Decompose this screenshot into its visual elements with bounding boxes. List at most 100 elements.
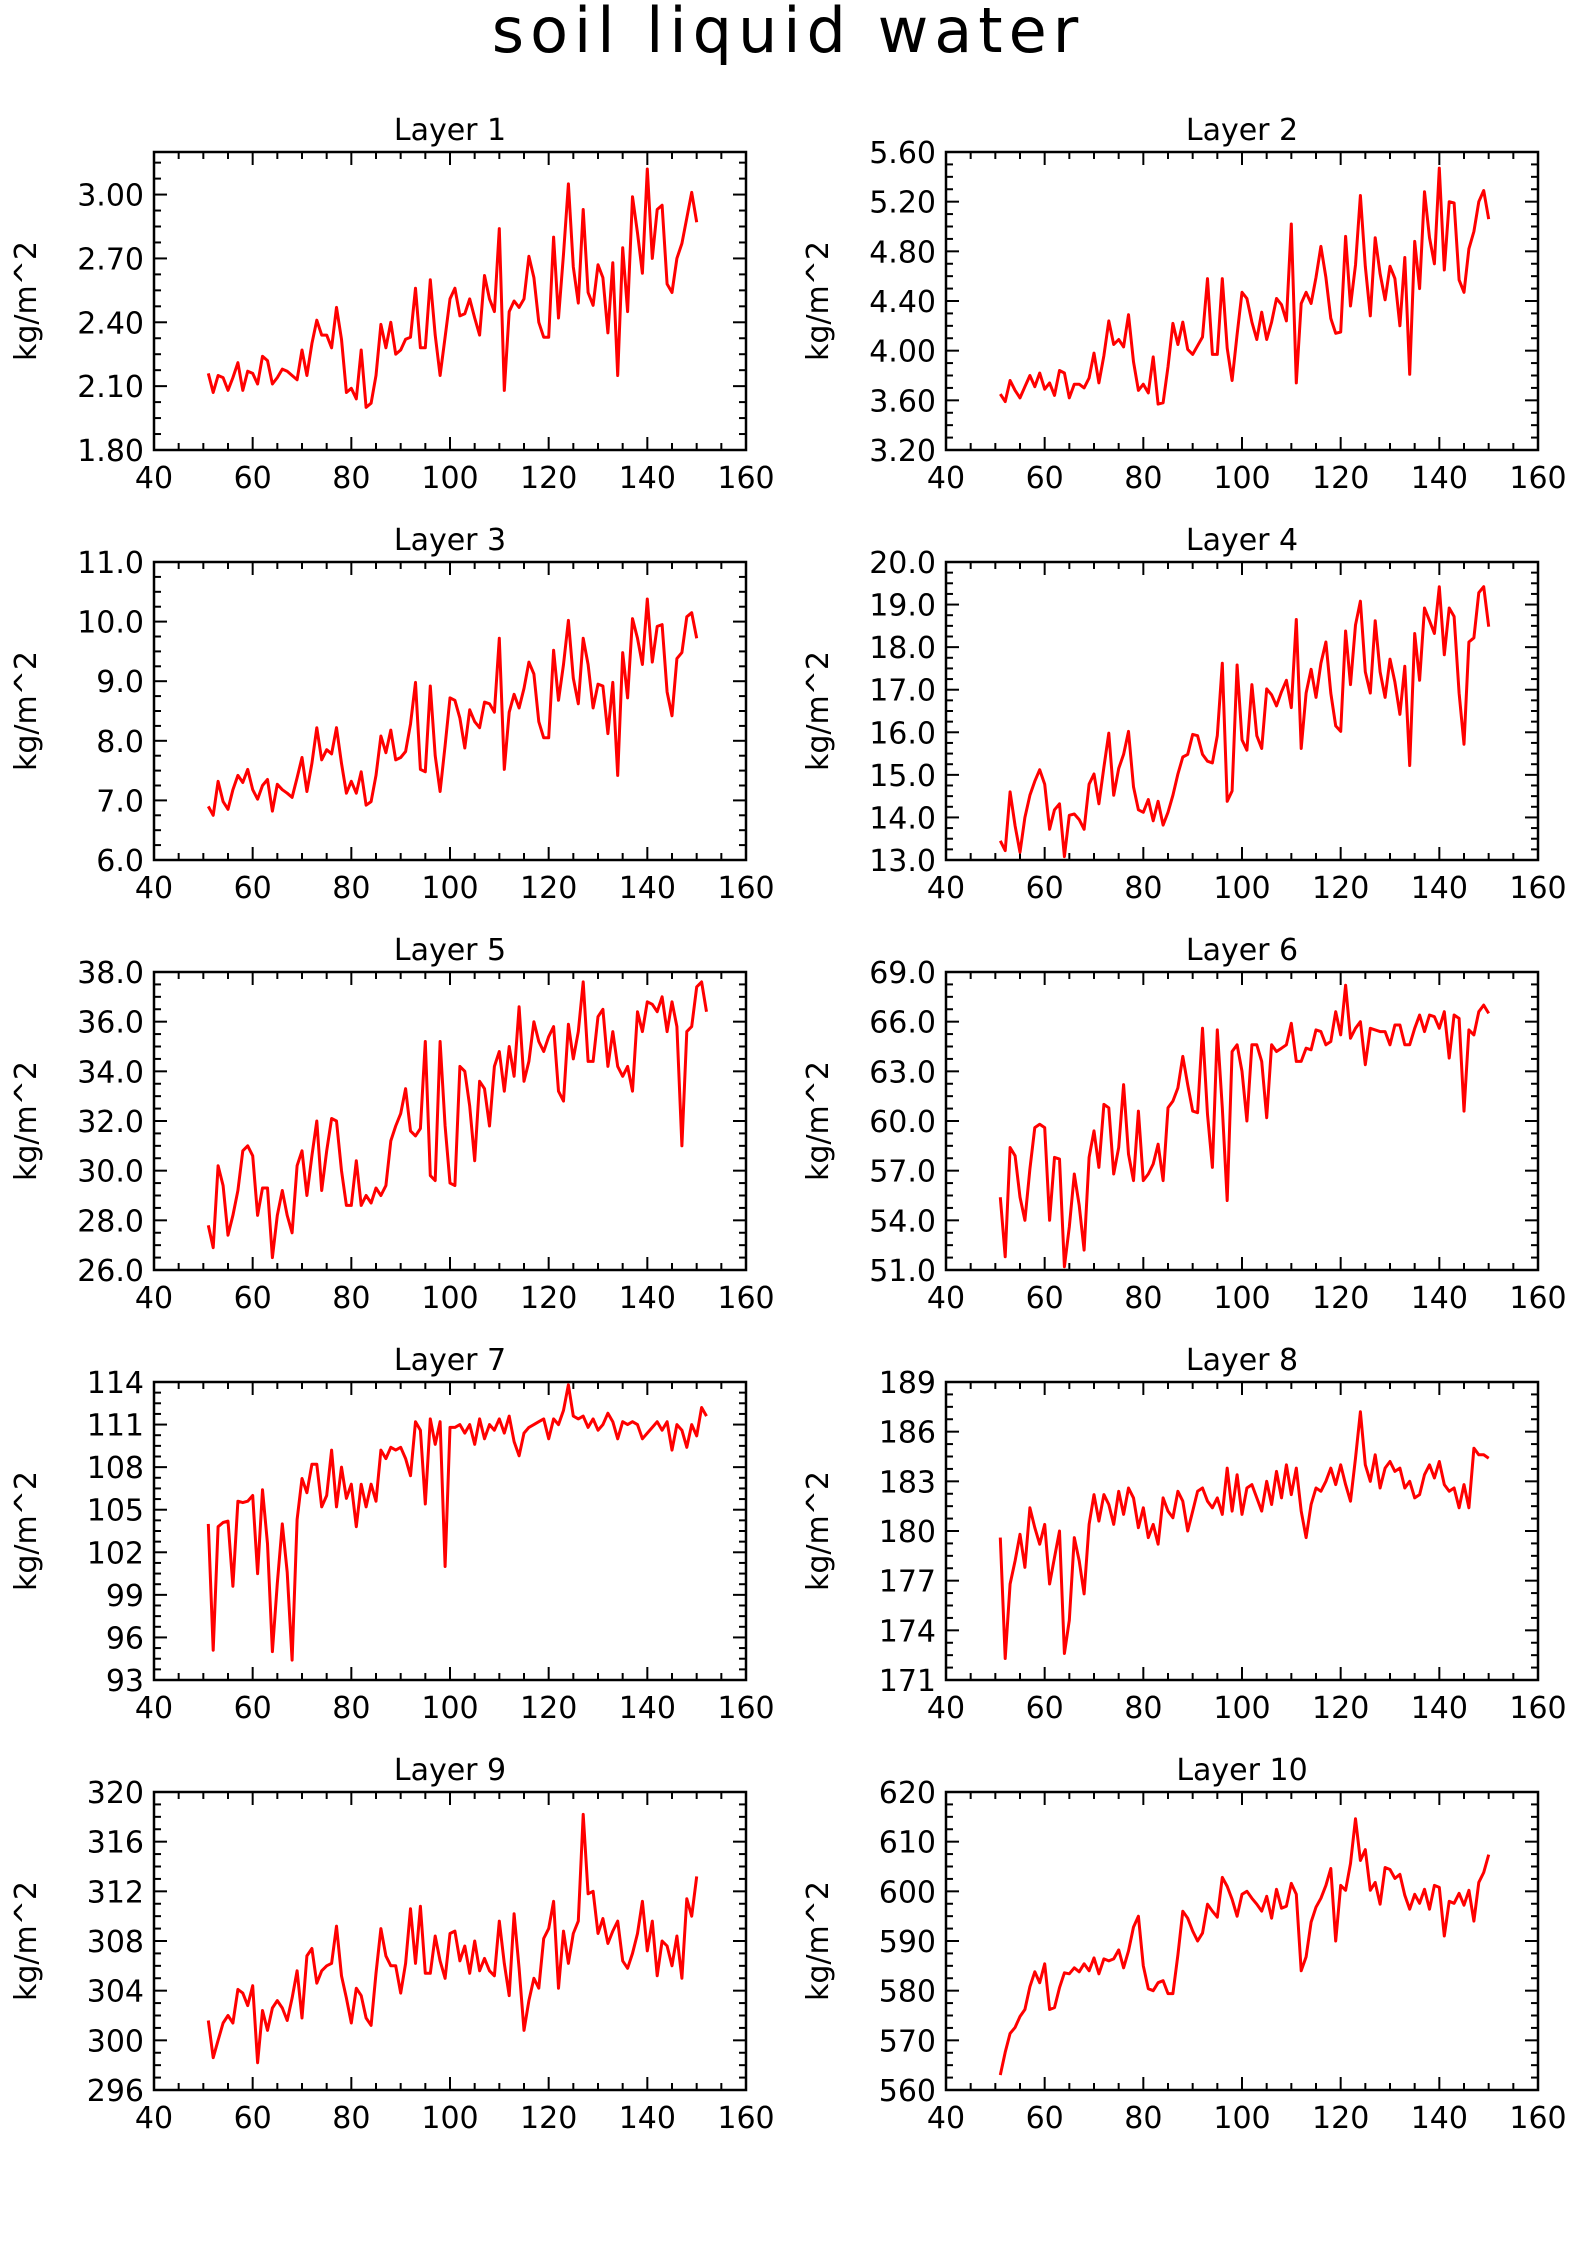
y-tick-label: 590	[879, 1925, 936, 1960]
x-tick-label: 140	[1411, 1281, 1468, 1316]
x-tick-label: 160	[1509, 461, 1566, 496]
y-tick-label: 3.00	[77, 179, 144, 214]
x-tick-label: 140	[1411, 461, 1468, 496]
y-tick-label: 108	[87, 1451, 144, 1486]
panel-layer-1: Layer 1 kg/m^2 40 60 80 100 120 140 160 1.80 2.10 2…	[9, 113, 775, 496]
plot-frame	[944, 970, 1540, 1272]
y-tick-label: 580	[879, 1975, 936, 2010]
y-tick-label: 96	[106, 1621, 144, 1656]
x-tick-label: 40	[135, 2101, 173, 2136]
y-tick-label: 28.0	[77, 1204, 144, 1239]
y-tick-label: 8.0	[96, 725, 144, 760]
x-tick-label: 140	[619, 1281, 676, 1316]
y-tick-label: 36.0	[77, 1006, 144, 1041]
x-tick-label: 120	[520, 2101, 577, 2136]
series-line	[206, 1812, 699, 2065]
panel-layer-7: Layer 7 kg/m^2 40 60 80 100 120 140 160 93 96 99 102…	[9, 1343, 775, 1726]
x-tick-label: 100	[421, 1691, 478, 1726]
y-tick-label: 304	[87, 1975, 144, 2010]
x-tick-label: 80	[1124, 1691, 1162, 1726]
y-tick-label: 51.0	[869, 1254, 936, 1289]
x-tick-label: 80	[1124, 461, 1162, 496]
y-tick-label: 177	[879, 1565, 936, 1600]
x-tick-label: 100	[1213, 461, 1270, 496]
panel-layer-10: Layer 10 kg/m^2 40 60 80 100 120 140 160 560 570 58…	[801, 1753, 1567, 2136]
y-tick-label: 20.0	[869, 546, 936, 581]
y-axis-label: kg/m^2	[9, 1061, 44, 1181]
x-tick-label: 160	[717, 1691, 774, 1726]
y-tick-label: 5.60	[869, 136, 936, 171]
x-tick-label: 60	[234, 1691, 272, 1726]
series-line	[206, 167, 699, 409]
y-axis-label: kg/m^2	[9, 651, 44, 771]
y-tick-label: 6.0	[96, 844, 144, 879]
x-tick-label: 40	[135, 1691, 173, 1726]
x-tick-label: 60	[1026, 2101, 1064, 2136]
x-tick-label: 120	[520, 871, 577, 906]
x-tick-label: 60	[1026, 1691, 1064, 1726]
panel-layer-6: Layer 6 kg/m^2 40 60 80 100 120 140 160 51.0 54.0 5…	[801, 933, 1567, 1316]
y-tick-label: 4.80	[869, 235, 936, 270]
x-tick-label: 100	[1213, 1281, 1270, 1316]
y-axis-label: kg/m^2	[801, 1471, 836, 1591]
x-tick-label: 80	[332, 1691, 370, 1726]
y-tick-label: 99	[106, 1579, 144, 1614]
x-tick-label: 60	[1026, 1281, 1064, 1316]
y-tick-label: 18.0	[869, 631, 936, 666]
panel-layer-5: Layer 5 kg/m^2 40 60 80 100 120 140 160 26.0 28.0 3…	[9, 933, 775, 1316]
y-tick-label: 620	[879, 1776, 936, 1811]
x-tick-label: 60	[234, 461, 272, 496]
y-tick-label: 105	[87, 1494, 144, 1529]
y-axis-label: kg/m^2	[9, 1881, 44, 2001]
series-line	[998, 585, 1491, 859]
panel-title: Layer 7	[394, 1343, 506, 1378]
y-tick-label: 3.60	[869, 384, 936, 419]
x-tick-label: 60	[234, 2101, 272, 2136]
x-tick-label: 40	[135, 1281, 173, 1316]
y-tick-label: 308	[87, 1925, 144, 1960]
y-tick-label: 16.0	[869, 716, 936, 751]
panel-title: Layer 3	[394, 523, 506, 558]
plot-frame	[944, 1790, 1540, 2092]
panel-layer-8: Layer 8 kg/m^2 40 60 80 100 120 140 160 171 174 177…	[801, 1343, 1567, 1726]
y-tick-label: 14.0	[869, 801, 936, 836]
x-tick-label: 160	[717, 461, 774, 496]
y-tick-label: 60.0	[869, 1105, 936, 1140]
y-tick-label: 174	[879, 1614, 936, 1649]
x-tick-label: 100	[1213, 1691, 1270, 1726]
x-tick-label: 100	[1213, 871, 1270, 906]
y-tick-label: 93	[106, 1664, 144, 1699]
x-tick-label: 100	[421, 871, 478, 906]
x-tick-label: 160	[1509, 1281, 1566, 1316]
y-tick-label: 183	[879, 1465, 936, 1500]
x-tick-label: 80	[1124, 871, 1162, 906]
y-tick-label: 54.0	[869, 1204, 936, 1239]
y-tick-label: 4.00	[869, 335, 936, 370]
x-tick-label: 60	[234, 871, 272, 906]
y-tick-label: 30.0	[77, 1155, 144, 1190]
panel-layer-4: Layer 4 kg/m^2 40 60 80 100 120 140 160 13.0 14.0 1…	[801, 523, 1567, 906]
y-tick-label: 34.0	[77, 1055, 144, 1090]
x-tick-label: 140	[1411, 1691, 1468, 1726]
y-tick-label: 312	[87, 1875, 144, 1910]
y-tick-label: 63.0	[869, 1055, 936, 1090]
y-tick-label: 26.0	[77, 1254, 144, 1289]
y-tick-label: 316	[87, 1826, 144, 1861]
x-tick-label: 120	[1312, 2101, 1369, 2136]
x-tick-label: 100	[421, 2101, 478, 2136]
y-tick-label: 4.40	[869, 285, 936, 320]
y-tick-label: 13.0	[869, 844, 936, 879]
y-tick-label: 57.0	[869, 1155, 936, 1190]
x-tick-label: 120	[1312, 1281, 1369, 1316]
y-tick-label: 15.0	[869, 759, 936, 794]
x-tick-label: 120	[520, 1691, 577, 1726]
x-tick-label: 160	[717, 871, 774, 906]
y-tick-label: 32.0	[77, 1105, 144, 1140]
series-line	[206, 980, 708, 1260]
x-tick-label: 80	[1124, 1281, 1162, 1316]
y-tick-label: 114	[87, 1366, 144, 1401]
y-tick-label: 17.0	[869, 674, 936, 709]
x-tick-label: 100	[421, 461, 478, 496]
y-axis-label: kg/m^2	[801, 651, 836, 771]
y-axis-label: kg/m^2	[801, 1881, 836, 2001]
